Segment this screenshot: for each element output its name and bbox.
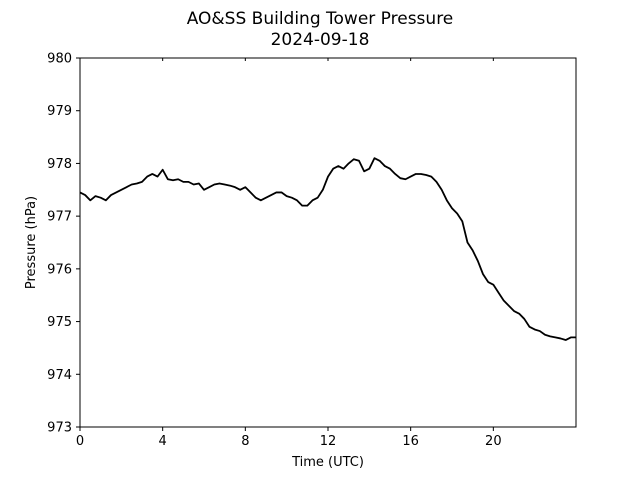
x-tick-label: 16 — [402, 434, 419, 449]
axis-ticks: 0 4 8 12 16 20 973 974 975 976 977 978 979 980 — [47, 52, 501, 450]
y-tick-label: 975 — [47, 315, 72, 330]
y-tick-label: 976 — [47, 262, 72, 277]
y-tick-label: 977 — [47, 210, 72, 225]
x-tick-label: 12 — [320, 434, 337, 449]
x-tick-label: 4 — [159, 434, 167, 449]
y-tick-label: 978 — [47, 157, 72, 172]
chart-subtitle: 2024-09-18 — [271, 30, 370, 50]
pressure-series-line — [79, 157, 576, 341]
y-tick-label: 974 — [47, 368, 72, 383]
plot-area — [79, 157, 576, 341]
x-tick-label: 0 — [76, 434, 84, 449]
y-tick-label: 979 — [47, 104, 72, 119]
x-axis-label: Time (UTC) — [291, 455, 364, 470]
chart-title: AO&SS Building Tower Pressure — [187, 9, 454, 29]
y-tick-label: 980 — [47, 52, 72, 67]
axes-frame — [79, 57, 577, 428]
y-axis-label: Pressure (hPa) — [24, 196, 39, 289]
x-tick-label: 8 — [241, 434, 249, 449]
x-tick-label: 20 — [485, 434, 502, 449]
y-tick-label: 973 — [47, 421, 72, 436]
